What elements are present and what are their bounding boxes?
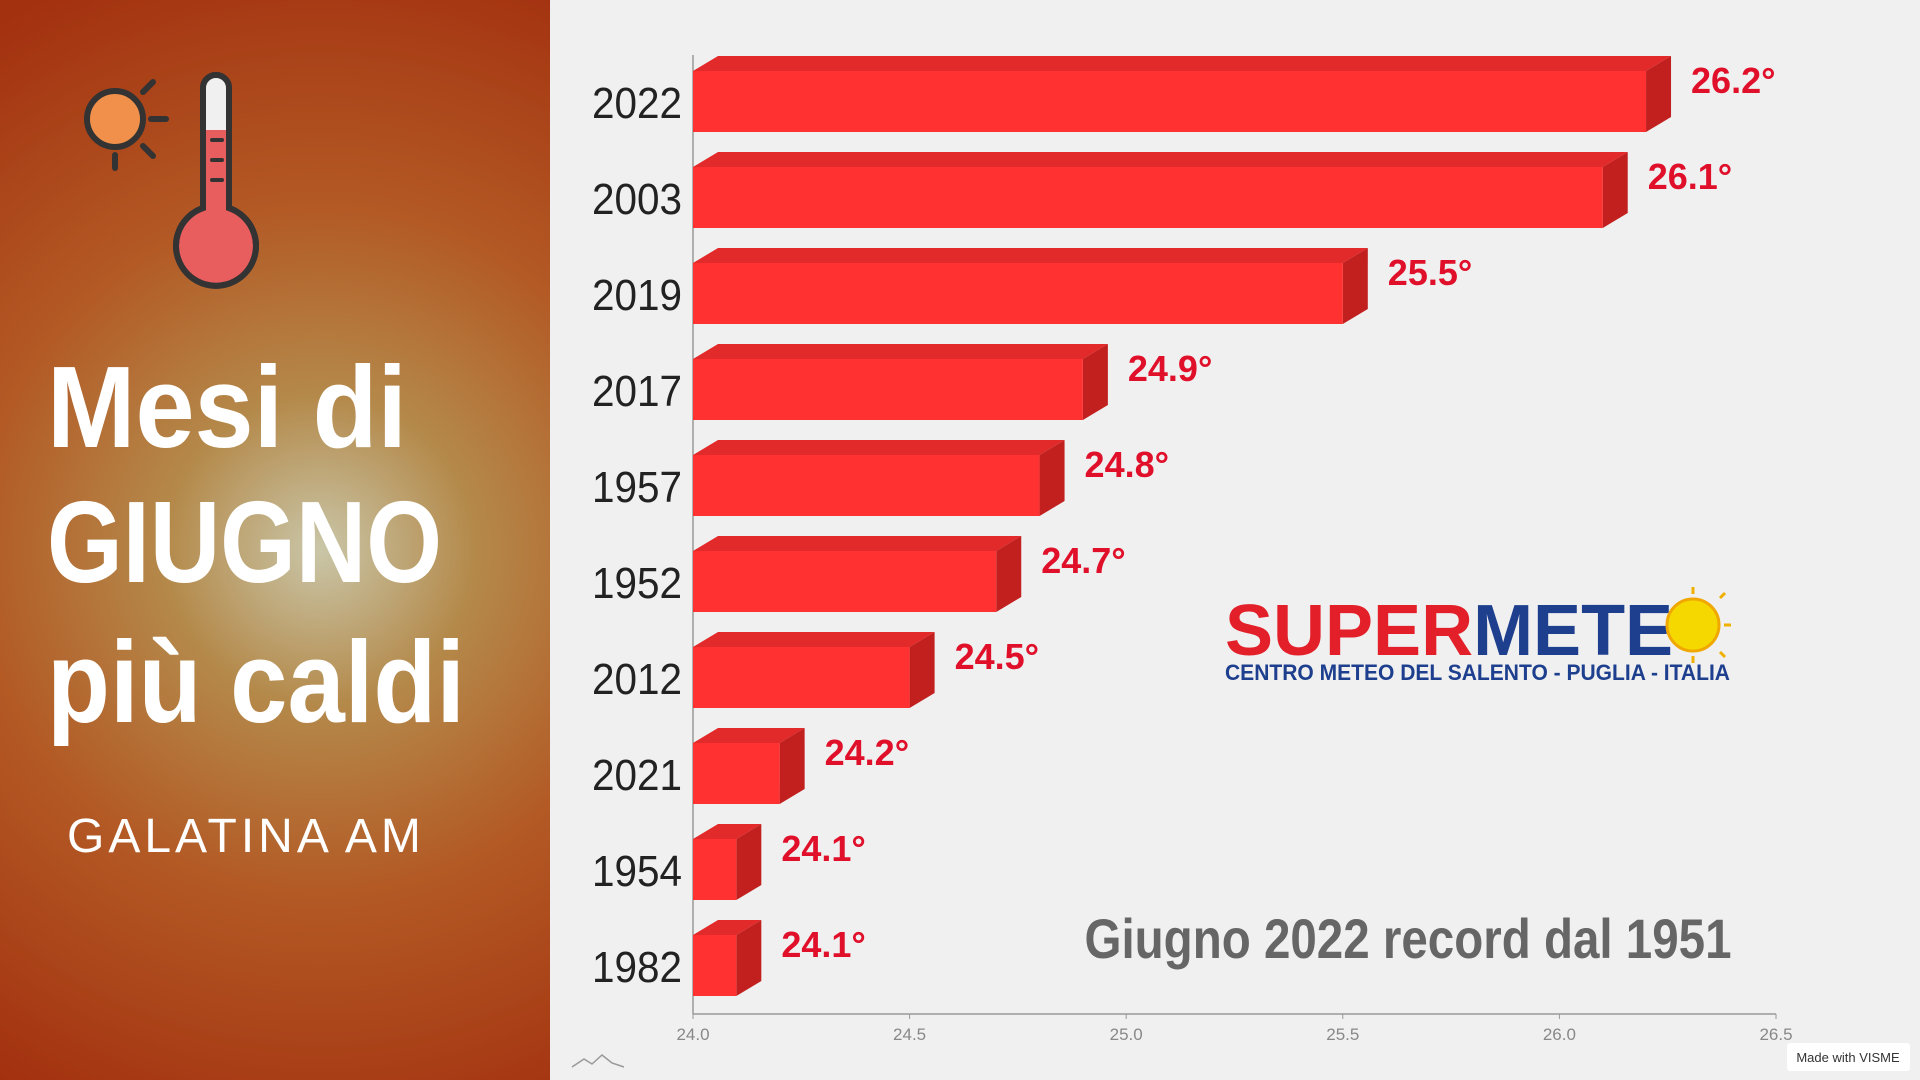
footer-badge: Made with VISME [1787, 1043, 1910, 1071]
x-tick-label: 24.0 [676, 1025, 709, 1044]
bar [693, 647, 910, 708]
bar [693, 839, 737, 900]
value-label: 26.1° [1648, 156, 1732, 197]
value-label: 24.1° [781, 828, 865, 869]
bar-side [996, 536, 1022, 612]
bar-side [1039, 440, 1065, 516]
bar [693, 359, 1083, 420]
footer: Made with VISME [1796, 1050, 1900, 1065]
bar [693, 455, 1040, 516]
bar-side [1646, 56, 1672, 132]
annotation: Giugno 2022 record dal 1951 [1085, 907, 1732, 970]
bar-top [693, 248, 1368, 263]
y-tick-label: 2019 [592, 271, 682, 320]
bar-side [1082, 344, 1108, 420]
value-label: 24.8° [1085, 444, 1169, 485]
bar-side [736, 824, 762, 900]
y-tick-label: 1954 [592, 847, 682, 896]
x-tick-label: 26.5 [1759, 1025, 1792, 1044]
bar [693, 263, 1343, 324]
bar [693, 167, 1603, 228]
bar [693, 551, 997, 612]
y-tick-label: 2022 [592, 79, 682, 128]
bar-top [693, 920, 762, 935]
title-line: Mesi di [47, 342, 407, 472]
value-label: 26.2° [1691, 60, 1775, 101]
bar-top [693, 824, 762, 839]
value-label: 24.1° [781, 924, 865, 965]
logo-sun [1665, 587, 1731, 663]
logo-part: METE [1473, 591, 1673, 671]
title-line: più caldi [47, 617, 465, 747]
bar-top [693, 536, 1022, 551]
logo-tagline: CENTRO METEO DEL SALENTO - PUGLIA - ITAL… [1225, 660, 1730, 685]
title-line: GIUGNO [47, 477, 442, 607]
bar-side [909, 632, 935, 708]
logo-brand: SUPERMETE [1225, 591, 1673, 671]
bar [693, 743, 780, 804]
bar-top [693, 152, 1628, 167]
bar-top [693, 56, 1672, 71]
decor [571, 1054, 625, 1068]
y-tick-label: 1952 [592, 559, 682, 608]
subtitle: GALATINA AM [67, 810, 425, 863]
y-tick-label: 1957 [592, 463, 682, 512]
bar-top [693, 728, 805, 743]
bar [693, 71, 1647, 132]
y-tick-label: 1982 [592, 943, 682, 992]
bar [693, 935, 737, 996]
bar-top [693, 632, 935, 647]
value-label: 24.5° [955, 636, 1039, 677]
value-label: 24.2° [825, 732, 909, 773]
y-tick-label: 2017 [592, 367, 682, 416]
x-tick-label: 25.0 [1110, 1025, 1143, 1044]
y-tick-label: 2012 [592, 655, 682, 704]
title: Mesi di GIUGNO più caldi [47, 342, 465, 747]
side-panel [0, 0, 550, 1080]
bar-top [693, 440, 1065, 455]
value-label: 24.9° [1128, 348, 1212, 389]
x-tick-label: 26.0 [1543, 1025, 1576, 1044]
x-tick-label: 25.5 [1326, 1025, 1359, 1044]
y-tick-label: 2003 [592, 175, 682, 224]
bar-side [1602, 152, 1628, 228]
x-tick-label: 24.5 [893, 1025, 926, 1044]
bar-side [1342, 248, 1368, 324]
value-label: 25.5° [1388, 252, 1472, 293]
bar-top [693, 344, 1108, 359]
logo-part: SUPER [1225, 591, 1473, 671]
value-label: 24.7° [1041, 540, 1125, 581]
bar-side [779, 728, 805, 804]
bar-side [736, 920, 762, 996]
y-tick-label: 2021 [592, 751, 682, 800]
chart: 24.0 24.5 25.0 25.5 26.0 26.5 26.2° 2022 26.1° 20… [592, 55, 1793, 1044]
weather-icon [84, 72, 259, 289]
